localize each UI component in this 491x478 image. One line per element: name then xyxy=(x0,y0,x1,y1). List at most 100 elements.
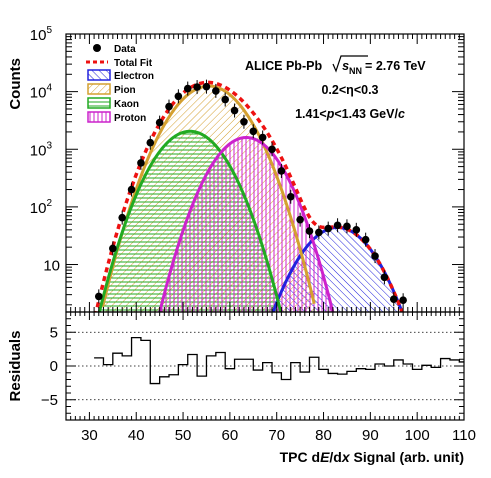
kaon-curve xyxy=(97,129,283,312)
data-point xyxy=(361,235,370,244)
main-y-tick-exponent: 3 xyxy=(46,140,52,151)
main-y-tick-base: 10 xyxy=(30,85,47,102)
data-point xyxy=(155,118,164,127)
legend-data-label: Data xyxy=(114,44,136,55)
main-y-tick-base: 10 xyxy=(30,200,47,217)
legend-entry-kaon: Kaon xyxy=(87,97,139,110)
annotation-sqrt-s: s xyxy=(342,59,349,73)
residual-y-axis-label: Residuals xyxy=(7,331,24,402)
data-point xyxy=(137,159,145,167)
eta-symbol: η xyxy=(346,83,354,97)
data-points xyxy=(94,79,407,308)
legend-data-marker xyxy=(93,44,101,52)
data-point xyxy=(109,244,117,253)
x-tick-label: 70 xyxy=(268,427,285,444)
data-point xyxy=(183,84,192,93)
residual-step-line xyxy=(94,337,464,385)
total-fit-curve xyxy=(94,80,404,312)
main-y-tick-label: 10 xyxy=(43,258,60,275)
x-tick-label: 50 xyxy=(175,427,192,444)
annotation-title-prefix: ALICE Pb-Pb xyxy=(245,59,322,73)
data-point xyxy=(118,213,126,222)
data-point xyxy=(343,222,351,231)
data-point xyxy=(221,95,229,104)
data-point xyxy=(193,83,201,91)
data-point xyxy=(305,227,314,235)
main-y-tick-label: 104 xyxy=(30,83,53,102)
x-tick-label: 30 xyxy=(81,427,98,444)
data-point xyxy=(94,292,103,301)
legend-total-fit-label: Total Fit xyxy=(114,58,153,69)
annotation-line-1: ALICE Pb-Pb sNN = 2.76 TeV xyxy=(245,59,426,76)
legend: Data Total Fit Electron Pion Kaon Proton xyxy=(86,44,154,124)
x-tick-label: 80 xyxy=(315,427,332,444)
annotation-line-2: 0.2<η<0.3 xyxy=(321,83,378,97)
residual-panel: 50−5 30 40 50 60 70 80 90 100 110 Residuals TPC … xyxy=(7,311,476,465)
annotation-line-3: 1.41<p<1.43 GeV/c xyxy=(295,107,405,121)
eta-range-a: 0.2< xyxy=(321,83,346,97)
data-point xyxy=(202,82,211,91)
data-point xyxy=(212,87,220,95)
data-point xyxy=(371,252,379,260)
data-point xyxy=(324,224,333,233)
x-tick-label: 100 xyxy=(405,427,430,444)
main-y-axis-label: Counts xyxy=(7,58,24,110)
main-y-tick-label: 102 xyxy=(30,198,53,217)
data-point xyxy=(296,215,304,224)
data-point xyxy=(389,295,398,304)
main-y-tick-base: 10 xyxy=(30,142,47,159)
residual-histogram xyxy=(94,337,464,385)
data-point xyxy=(258,133,267,142)
x-label-c: /d xyxy=(329,449,341,465)
data-point xyxy=(230,106,239,115)
legend-kaon-label: Kaon xyxy=(114,99,139,110)
legend-electron-label: Electron xyxy=(114,71,154,82)
data-point xyxy=(249,127,258,136)
data-point xyxy=(333,221,342,230)
main-y-tick-label: 105 xyxy=(30,25,53,44)
eta-range-c: <0.3 xyxy=(354,83,379,97)
x-axis-label: TPC dE/dx Signal (arb. unit) xyxy=(280,449,464,465)
p-symbol: p xyxy=(326,107,335,121)
legend-entry-total-fit: Total Fit xyxy=(86,58,153,69)
data-point xyxy=(315,228,323,237)
data-point xyxy=(174,92,183,101)
legend-entry-electron: Electron xyxy=(87,69,154,82)
residual-y-tick-label: 5 xyxy=(50,324,58,341)
legend-pion-label: Pion xyxy=(114,85,136,96)
residual-plot-frame xyxy=(65,311,465,421)
data-point xyxy=(286,192,295,201)
legend-pion-swatch xyxy=(87,83,111,95)
p-range-a: 1.41< xyxy=(295,107,327,121)
main-x-ticks xyxy=(65,34,465,312)
residual-y-tick-label: −5 xyxy=(41,392,58,409)
x-tick-label: 60 xyxy=(222,427,239,444)
residual-y-tick-label: 0 xyxy=(50,358,58,375)
p-range-c: <1.43 GeV/ xyxy=(334,107,398,121)
residual-x-ticks: 30 40 50 60 70 80 90 100 110 xyxy=(65,312,476,444)
main-y-tick-label: 103 xyxy=(30,140,53,159)
legend-entry-pion: Pion xyxy=(87,83,136,96)
x-label-a: TPC d xyxy=(280,449,320,465)
main-y-tick-exponent: 4 xyxy=(46,83,52,94)
c-symbol: c xyxy=(398,107,405,121)
main-y-tick-exponent: 2 xyxy=(46,198,52,209)
annotation-title-suffix: = 2.76 TeV xyxy=(365,59,426,73)
legend-entry-proton: Proton xyxy=(87,111,146,124)
residual-y-ticks: 5 0 −5 xyxy=(41,318,464,414)
data-point xyxy=(277,167,286,175)
annotation-sqrt-sub: NN xyxy=(349,66,362,76)
x-label-d: x xyxy=(341,449,351,465)
legend-proton-label: Proton xyxy=(114,113,146,124)
data-point xyxy=(268,145,276,154)
data-point xyxy=(146,138,155,147)
data-point xyxy=(240,117,248,126)
legend-entry-data: Data xyxy=(93,44,136,55)
legend-proton-swatch xyxy=(87,111,111,123)
legend-electron-swatch xyxy=(87,69,111,81)
x-tick-label: 90 xyxy=(362,427,379,444)
x-tick-label: 110 xyxy=(452,427,476,444)
